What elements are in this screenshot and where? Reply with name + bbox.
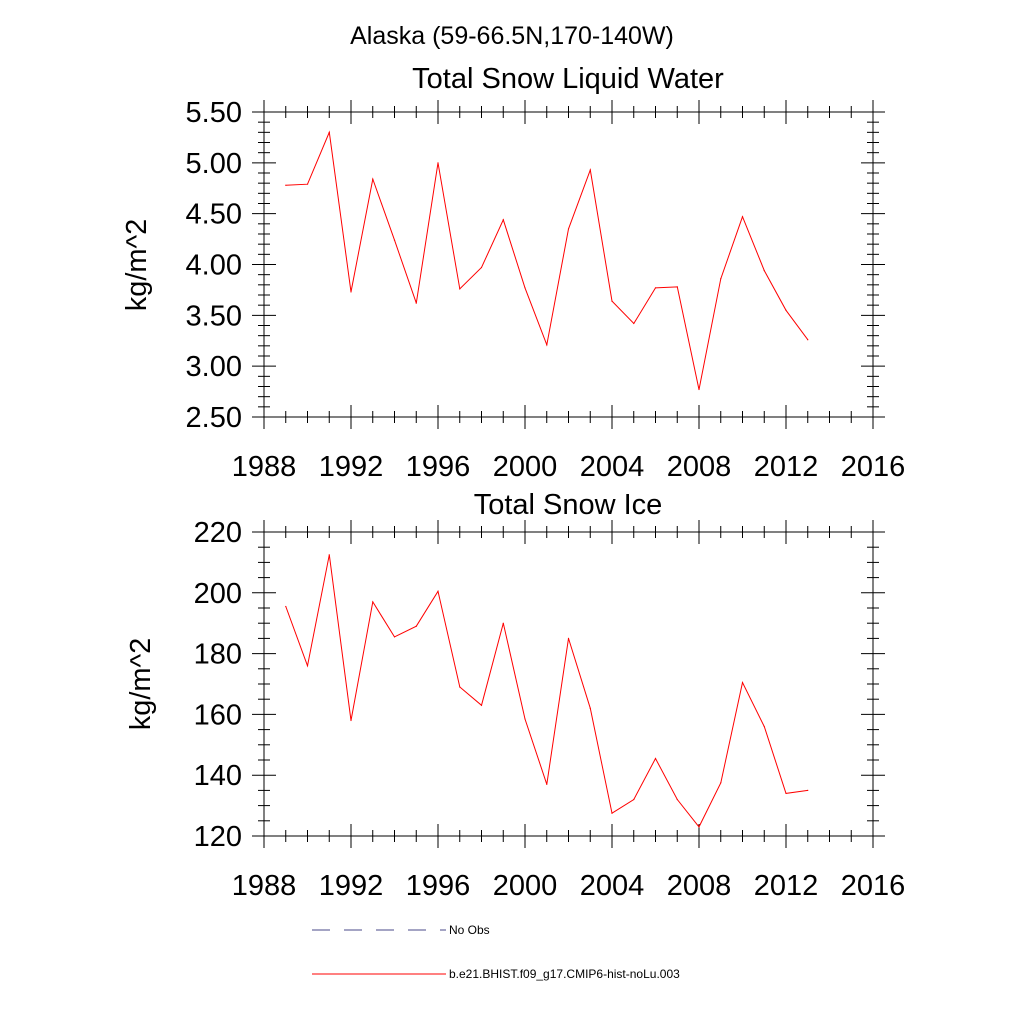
y-tick-label: 2.50	[186, 402, 242, 434]
x-tick-label: 1992	[319, 870, 384, 902]
data-point	[480, 266, 483, 269]
data-point	[611, 812, 613, 814]
data-point	[437, 162, 439, 164]
x-tick-label: 2012	[754, 870, 819, 902]
data-point	[285, 184, 287, 186]
data-point	[567, 637, 570, 640]
x-tick-label: 2008	[667, 451, 732, 483]
data-point	[589, 169, 591, 171]
data-point	[350, 291, 352, 293]
data-point	[502, 622, 504, 624]
x-tick-label: 2008	[667, 870, 732, 902]
data-point	[350, 719, 352, 722]
data-point	[698, 388, 700, 391]
y-tick-label: 200	[194, 578, 242, 610]
series-line	[285, 130, 809, 390]
data-point	[741, 681, 744, 684]
data-point	[459, 288, 461, 290]
data-point	[524, 287, 526, 289]
data-point	[546, 344, 548, 346]
x-tick-label: 2004	[580, 870, 645, 902]
y-tick-label: 160	[194, 699, 242, 731]
chart-panel-snow-liquid-water: Total Snow Liquid Water kg/m^2 1988 1992 1…	[121, 63, 905, 483]
data-point	[720, 278, 722, 280]
chart-title: Total Snow Ice	[474, 489, 663, 521]
data-point	[285, 605, 287, 608]
data-point	[546, 783, 548, 785]
y-tick-label: 140	[194, 760, 242, 792]
data-point	[393, 636, 396, 638]
data-point	[524, 718, 526, 720]
data-point	[328, 131, 330, 133]
y-axis-label: kg/m^2	[121, 219, 153, 312]
data-point	[437, 590, 439, 592]
data-point	[807, 339, 809, 341]
data-point	[393, 239, 396, 241]
x-tick-label: 2016	[841, 451, 906, 483]
data-point	[741, 216, 744, 218]
data-point	[589, 707, 591, 709]
x-tick-label: 1992	[319, 451, 384, 483]
data-point	[633, 322, 635, 325]
chart-panel-snow-ice: Total Snow Ice kg/m^2 1988 1992 1996 2000 20…	[125, 489, 905, 902]
y-tick-label: 3.50	[186, 300, 242, 332]
plot-frame	[263, 111, 874, 418]
data-point	[480, 704, 483, 706]
x-tick-label: 2000	[493, 451, 558, 483]
x-tick-label: 1996	[406, 451, 471, 483]
data-point	[567, 228, 570, 230]
data-point	[415, 625, 417, 627]
data-point	[328, 554, 330, 556]
data-point	[676, 286, 678, 288]
legend: No Obs b.e21.BHIST.f09_g17.CMIP6-hist-no…	[312, 923, 680, 981]
data-point	[720, 782, 722, 784]
x-tick-label: 2000	[493, 870, 558, 902]
data-point	[785, 309, 787, 311]
y-tick-label: 5.50	[186, 97, 242, 129]
chart-title: Total Snow Liquid Water	[412, 63, 724, 95]
legend-label-no-obs: No Obs	[449, 923, 490, 937]
data-point	[807, 789, 809, 792]
plot-frame	[263, 531, 874, 837]
y-tick-label: 5.00	[186, 148, 242, 180]
x-tick-label: 1988	[232, 870, 297, 902]
y-tick-label: 220	[194, 517, 242, 549]
x-tick-label: 2004	[580, 451, 645, 483]
data-point	[633, 798, 635, 801]
legend-label-model: b.e21.BHIST.f09_g17.CMIP6-hist-noLu.003	[449, 967, 680, 981]
x-tick-label: 2012	[754, 451, 819, 483]
y-axis-label: kg/m^2	[125, 638, 157, 731]
y-tick-label: 4.50	[186, 199, 242, 231]
data-point	[698, 826, 700, 828]
figure-title: Alaska (59-66.5N,170-140W)	[350, 22, 674, 50]
series-line	[285, 554, 808, 828]
data-point	[676, 798, 678, 801]
data-point	[306, 183, 309, 185]
data-point	[654, 287, 657, 289]
y-tick-label: 120	[194, 821, 242, 853]
data-point	[611, 300, 613, 302]
x-tick-label: 1996	[406, 870, 471, 902]
data-point	[763, 725, 765, 728]
data-point	[415, 302, 417, 304]
x-tick-label: 2016	[841, 870, 906, 902]
data-point	[372, 178, 374, 180]
y-tick-label: 180	[194, 639, 242, 671]
data-point	[654, 757, 657, 760]
data-point	[459, 686, 461, 688]
y-tick-label: 3.00	[186, 351, 242, 383]
data-point	[306, 665, 309, 667]
data-point	[763, 270, 765, 272]
y-tick-label: 4.00	[186, 250, 242, 282]
data-point	[502, 219, 504, 221]
data-point	[372, 601, 374, 603]
data-point	[785, 792, 787, 795]
x-tick-label: 1988	[232, 451, 297, 483]
